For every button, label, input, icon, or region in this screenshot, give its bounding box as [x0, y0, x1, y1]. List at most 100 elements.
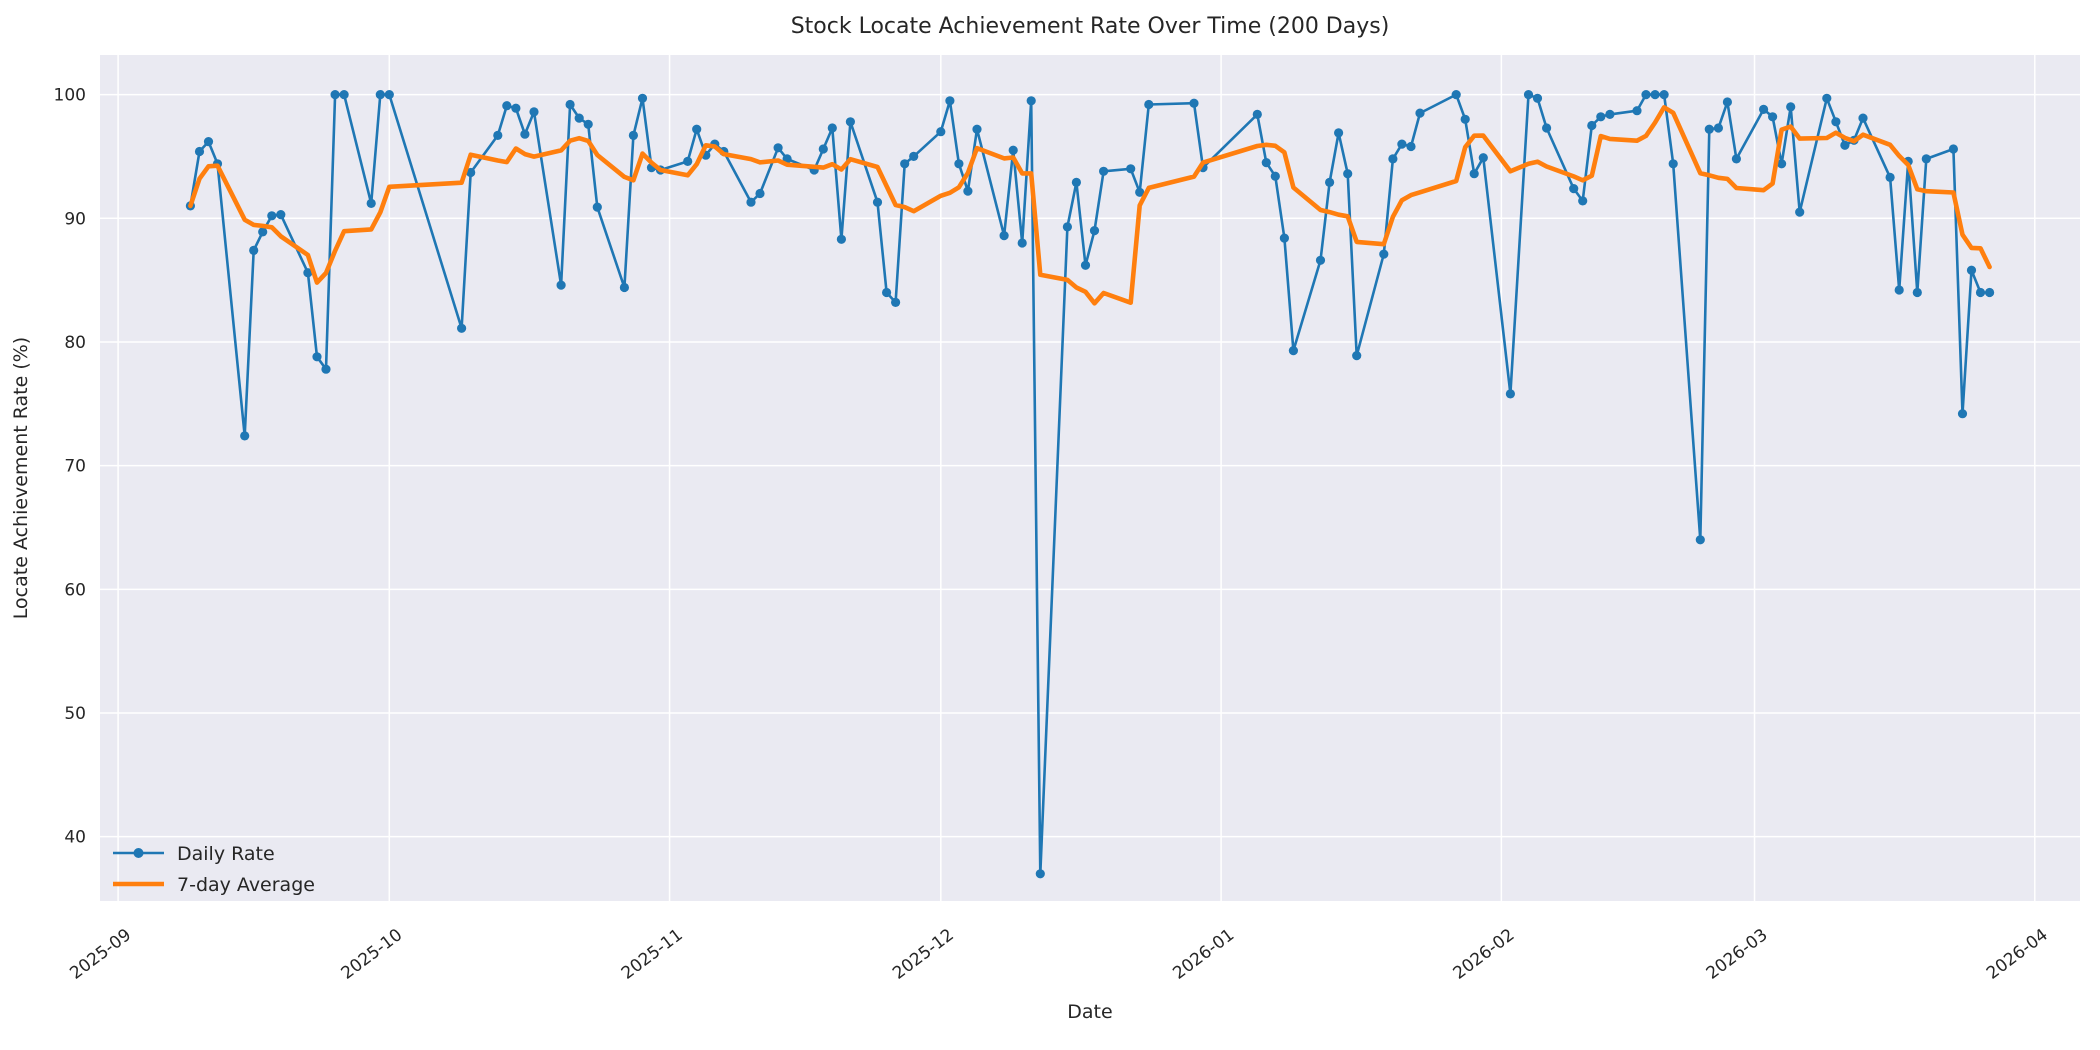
- daily-rate-marker: [574, 113, 584, 123]
- daily-rate-marker: [818, 144, 828, 154]
- daily-rate-marker: [267, 211, 277, 221]
- chart-title: Stock Locate Achievement Rate Over Time …: [791, 14, 1390, 39]
- daily-rate-marker: [366, 198, 376, 208]
- daily-rate-marker: [1062, 222, 1072, 232]
- daily-rate-marker: [1650, 90, 1660, 100]
- daily-rate-marker: [1325, 177, 1335, 187]
- daily-rate-legend-marker-icon: [133, 848, 144, 858]
- legend-label-7day-average: 7-day Average: [177, 874, 315, 896]
- daily-rate-marker: [683, 156, 693, 166]
- daily-rate-marker: [1288, 346, 1298, 356]
- daily-rate-marker: [1478, 153, 1488, 163]
- daily-rate-marker: [872, 197, 883, 207]
- daily-rate-marker: [1975, 287, 1986, 298]
- daily-rate-marker: [1523, 90, 1534, 100]
- daily-rate-marker: [1858, 113, 1868, 123]
- daily-rate-marker: [1135, 187, 1145, 197]
- daily-rate-marker: [258, 227, 268, 237]
- daily-rate-marker: [1261, 158, 1271, 168]
- y-tick-label: 60: [64, 580, 86, 600]
- daily-rate-marker: [240, 431, 250, 441]
- daily-rate-marker: [1279, 233, 1289, 243]
- daily-rate-marker: [1017, 238, 1027, 248]
- daily-rate-marker: [836, 234, 847, 244]
- daily-rate-marker: [1189, 98, 1199, 108]
- daily-rate-marker: [637, 93, 648, 103]
- daily-rate-marker: [384, 90, 394, 100]
- x-tick-label: 2026-01: [1169, 925, 1238, 984]
- daily-rate-marker: [1080, 260, 1091, 270]
- y-tick-label: 50: [64, 704, 86, 724]
- daily-rate-marker: [755, 188, 765, 199]
- daily-rate-marker: [1334, 128, 1344, 138]
- daily-rate-marker: [1641, 90, 1651, 100]
- daily-rate-marker: [845, 117, 856, 127]
- x-tick-label: 2025-09: [66, 925, 135, 984]
- daily-rate-marker: [529, 107, 539, 117]
- daily-rate-marker: [565, 99, 575, 110]
- daily-rate-marker: [1777, 159, 1787, 169]
- daily-rate-marker: [1578, 196, 1588, 206]
- daily-rate-marker: [520, 129, 530, 139]
- daily-rate-marker: [583, 119, 593, 129]
- daily-rate-marker: [1957, 409, 1968, 419]
- daily-rate-marker: [249, 245, 259, 255]
- daily-rate-marker: [628, 130, 639, 140]
- daily-rate-marker: [1270, 171, 1280, 181]
- daily-rate-marker: [773, 143, 783, 153]
- daily-rate-marker: [882, 287, 892, 298]
- daily-rate-marker: [1731, 154, 1741, 164]
- x-tick-label: 2026-02: [1450, 925, 1519, 984]
- daily-rate-marker: [1315, 255, 1326, 265]
- daily-rate-marker: [1605, 109, 1615, 119]
- daily-rate-marker: [592, 202, 602, 212]
- daily-rate-marker: [1704, 124, 1714, 134]
- daily-rate-marker: [1912, 287, 1922, 298]
- daily-rate-marker: [1415, 108, 1425, 118]
- daily-rate-marker: [1469, 169, 1479, 179]
- daily-rate-marker: [1089, 226, 1100, 236]
- series-layer: [185, 90, 1995, 879]
- daily-rate-marker: [936, 127, 946, 137]
- daily-rate-marker: [1144, 99, 1154, 110]
- x-tick-label: 2025-10: [338, 925, 407, 984]
- daily-rate-marker: [321, 364, 331, 374]
- daily-rate-marker: [511, 103, 521, 113]
- y-axis-label: Locate Achievement Rate (%): [10, 337, 32, 619]
- daily-rate-marker: [1948, 144, 1958, 154]
- x-tick-label: 2025-12: [889, 925, 958, 984]
- daily-rate-marker: [556, 280, 566, 290]
- daily-rate-marker: [1099, 166, 1109, 176]
- legend-item-daily-rate: Daily Rate: [113, 843, 275, 865]
- daily-rate-marker: [1542, 123, 1552, 133]
- daily-rate-marker: [1885, 172, 1895, 182]
- daily-rate-marker: [1343, 169, 1353, 179]
- daily-rate-marker: [900, 159, 910, 169]
- daily-rate-marker: [1460, 114, 1470, 124]
- daily-rate-marker: [827, 123, 837, 133]
- daily-rate-marker: [1795, 207, 1805, 217]
- daily-rate-marker: [692, 124, 702, 134]
- legend-item-7day-average: 7-day Average: [113, 874, 315, 896]
- daily-rate-marker: [457, 323, 467, 333]
- daily-rate-marker: [1659, 90, 1669, 100]
- daily-rate-marker: [1451, 90, 1461, 100]
- daily-rate-marker: [1822, 93, 1832, 103]
- daily-rate-markers: [185, 90, 1995, 879]
- daily-rate-marker: [1713, 123, 1723, 133]
- daily-rate-marker: [1397, 139, 1407, 149]
- daily-rate-marker: [1505, 389, 1515, 399]
- daily-rate-marker: [502, 101, 512, 111]
- daily-rate-marker: [1406, 141, 1416, 152]
- daily-rate-marker: [1532, 93, 1543, 103]
- daily-rate-marker: [1596, 112, 1606, 122]
- y-tick-label: 40: [64, 828, 86, 848]
- daily-rate-marker: [303, 268, 313, 278]
- daily-rate-marker: [1668, 159, 1678, 169]
- daily-rate-marker: [746, 197, 756, 207]
- daily-rate-marker: [312, 352, 322, 362]
- daily-rate-marker: [1587, 120, 1597, 131]
- y-tick-label: 100: [54, 86, 86, 106]
- daily-rate-marker: [999, 231, 1009, 241]
